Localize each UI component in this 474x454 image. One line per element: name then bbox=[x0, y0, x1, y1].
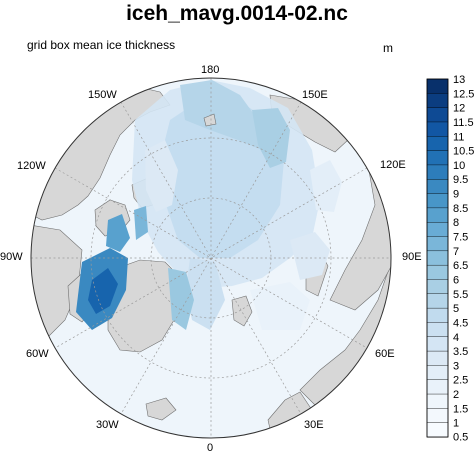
colorbar-tick-label: 9 bbox=[453, 189, 459, 201]
colorbar-swatch bbox=[426, 422, 449, 438]
lon-label-30e: 30E bbox=[304, 419, 324, 431]
colorbar-swatch bbox=[426, 121, 449, 137]
ice-archipelago-channels-2 bbox=[134, 206, 148, 240]
colorbar-tick-label: 6.5 bbox=[453, 260, 468, 272]
colorbar-tick-label: 3 bbox=[453, 360, 459, 372]
colorbar-tick-label: 12.5 bbox=[453, 88, 474, 100]
colorbar-tick-label: 0.5 bbox=[453, 432, 468, 444]
colorbar-swatch bbox=[426, 221, 449, 238]
units-label: m bbox=[383, 41, 393, 55]
lon-label-60e: 60E bbox=[375, 348, 395, 360]
colorbar-swatch bbox=[426, 408, 449, 424]
colorbar-swatch bbox=[426, 322, 449, 338]
map-border bbox=[30, 77, 392, 439]
lon-label-120e: 120E bbox=[380, 159, 406, 171]
colorbar-tick-label: 13 bbox=[453, 74, 465, 86]
colorbar-swatch bbox=[426, 150, 449, 166]
colorbar-swatch bbox=[426, 350, 449, 366]
colorbar-tick-label: 4 bbox=[453, 332, 459, 344]
colorbar-tick-label: 7 bbox=[453, 246, 459, 258]
colorbar-tick-label: 4.5 bbox=[453, 317, 468, 329]
colorbar-swatch bbox=[426, 179, 449, 195]
colorbar-tick-label: 6 bbox=[453, 274, 459, 286]
colorbar-tick-label: 10.5 bbox=[453, 146, 474, 158]
colorbar-swatch bbox=[426, 365, 449, 381]
colorbar-swatch bbox=[426, 393, 449, 409]
lon-label-150w: 150W bbox=[88, 89, 117, 101]
colorbar-tick-label: 2.5 bbox=[453, 375, 468, 387]
colorbar-swatch bbox=[426, 250, 449, 266]
ice-barents-edge bbox=[250, 282, 310, 330]
colorbar-swatch bbox=[426, 236, 449, 252]
colorbar-swatch bbox=[426, 193, 449, 209]
colorbar-swatch bbox=[426, 379, 449, 395]
colorbar-tick-label: 9.5 bbox=[453, 174, 468, 186]
colorbar bbox=[426, 78, 449, 438]
colorbar-tick-label: 3.5 bbox=[453, 346, 468, 358]
colorbar-tick-label: 12 bbox=[453, 103, 465, 115]
land-svalbard bbox=[231, 295, 253, 327]
variable-subtitle: grid box mean ice thickness bbox=[27, 38, 176, 52]
ice-archipelago-channels bbox=[106, 214, 130, 252]
land-iceland bbox=[145, 397, 177, 421]
lon-label-90e: 90E bbox=[402, 251, 422, 263]
lon-label-30w: 30W bbox=[96, 419, 119, 431]
ice-kara-sea bbox=[290, 232, 330, 280]
colorbar-frame bbox=[426, 78, 449, 438]
ice-laptev bbox=[310, 160, 342, 212]
lon-label-120w: 120W bbox=[17, 160, 46, 172]
colorbar-labels: 1312.51211.51110.5109.598.587.576.565.55… bbox=[453, 74, 474, 444]
ice-chukchi-ridge bbox=[180, 80, 262, 150]
lon-label-150e: 150E bbox=[302, 89, 328, 101]
colorbar-swatch bbox=[426, 78, 449, 94]
colorbar-tick-label: 10 bbox=[453, 160, 465, 172]
colorbar-tick-label: 8 bbox=[453, 217, 459, 229]
colorbar-tick-label: 1.5 bbox=[453, 403, 468, 415]
map-title: iceh_mavg.0014-02.nc bbox=[126, 2, 348, 25]
lon-label-60w: 60W bbox=[26, 348, 49, 360]
colorbar-swatch bbox=[426, 279, 449, 295]
colorbar-swatch bbox=[426, 93, 449, 109]
colorbar-tick-label: 2 bbox=[453, 389, 459, 401]
ice-east-siberian bbox=[252, 108, 290, 168]
colorbar-tick-label: 5 bbox=[453, 303, 459, 315]
lon-label-90w: 90W bbox=[0, 251, 23, 263]
colorbar-swatch bbox=[426, 107, 449, 123]
colorbar-swatch bbox=[426, 207, 449, 223]
ice-thickness-field bbox=[76, 80, 342, 330]
colorbar-swatch bbox=[426, 264, 449, 280]
colorbar-tick-label: 7.5 bbox=[453, 232, 468, 244]
ice-baffin-core bbox=[88, 268, 118, 314]
colorbar-tick-label: 1 bbox=[453, 418, 459, 430]
lon-label-0: 0 bbox=[207, 442, 214, 454]
colorbar-tick-label: 5.5 bbox=[453, 289, 468, 301]
colorbar-swatch bbox=[426, 164, 449, 180]
colorbar-swatch bbox=[426, 136, 449, 152]
colorbar-swatch bbox=[426, 307, 449, 323]
graticule bbox=[31, 78, 391, 438]
colorbar-tick-label: 8.5 bbox=[453, 203, 468, 215]
colorbar-tick-label: 11.5 bbox=[453, 117, 474, 129]
colorbar-tick-label: 11 bbox=[453, 131, 464, 143]
ice-east-greenland bbox=[168, 268, 194, 330]
colorbar-swatch bbox=[426, 293, 449, 309]
colorbar-swatch bbox=[426, 336, 449, 352]
ice-fram-strait bbox=[186, 258, 225, 330]
lon-label-180: 180 bbox=[201, 64, 220, 76]
